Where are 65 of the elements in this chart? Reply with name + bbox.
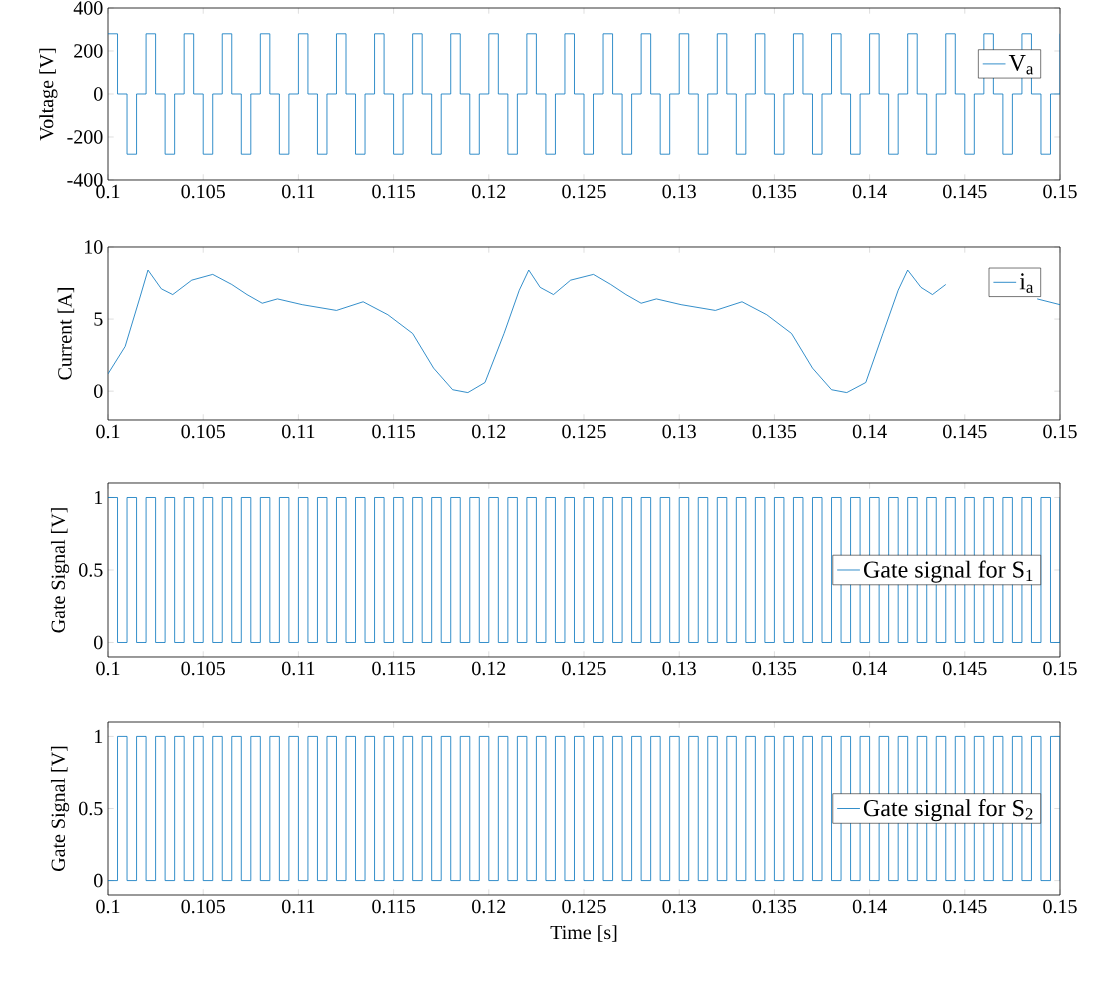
x-tick-label: 0.15: [1043, 899, 1077, 914]
x-tick-label: 0.115: [372, 661, 415, 676]
x-tick-label: 0.1: [96, 661, 120, 676]
x-tick-label: 0.15: [1043, 661, 1077, 676]
x-tick-label: 0.15: [1043, 184, 1077, 199]
x-tick-label: 0.115: [372, 184, 415, 199]
x-tick-label: 0.125: [562, 184, 606, 199]
x-tick-label: 0.145: [943, 661, 987, 676]
x-tick-label: 0.14: [852, 661, 887, 676]
x-tick-label: 0.135: [752, 424, 797, 439]
y-tick-label: 10: [85, 240, 103, 254]
x-tick-label: 0.13: [662, 661, 696, 676]
legend-label: Gate signal for S$_{1}$: [863, 560, 1033, 583]
x-tick-label: 0.11: [282, 899, 315, 914]
x-axis-title: Time [s]: [550, 925, 617, 942]
y-tick-label: -200: [67, 130, 103, 144]
x-tick-label: 0.105: [181, 424, 225, 439]
x-tick-label: 0.14: [852, 184, 887, 199]
y-tick-label: 400: [73, 1, 103, 15]
y-tick-label: 0.5: [79, 563, 103, 577]
x-tick-label: 0.105: [181, 661, 225, 676]
x-tick-label: 0.13: [662, 899, 696, 914]
legend-label: V$_{a}$: [1008, 55, 1034, 75]
x-tick-label: 0.11: [282, 184, 315, 199]
y-tick-label: 0: [94, 87, 103, 101]
x-tick-label: 0.135: [752, 661, 797, 676]
y-tick-label: 0: [94, 635, 103, 650]
x-tick-label: 0.125: [562, 899, 606, 914]
y-axis-title: Gate Signal [V]: [50, 508, 70, 633]
y-tick-label: 0: [94, 384, 103, 398]
y-tick-label: 200: [74, 44, 103, 58]
x-tick-label: 0.115: [372, 899, 415, 914]
y-tick-label: 0: [94, 873, 103, 888]
x-tick-label: 0.12: [472, 184, 506, 199]
x-tick-label: 0.11: [282, 661, 315, 676]
x-tick-label: 0.12: [472, 661, 506, 676]
x-tick-label: 0.13: [662, 424, 696, 439]
x-tick-label: 0.1: [96, 899, 120, 914]
x-tick-label: 0.14: [852, 424, 887, 439]
y-tick-label: 0.5: [79, 801, 103, 816]
y-axis-title: Voltage [V]: [39, 48, 58, 141]
x-tick-label: 0.105: [181, 899, 225, 914]
x-tick-label: 0.11: [282, 424, 315, 439]
x-tick-label: 0.14: [852, 899, 887, 914]
y-tick-label: 1: [95, 490, 103, 505]
x-tick-label: 0.135: [752, 184, 797, 199]
y-tick-label: 5: [94, 312, 103, 326]
x-tick-label: 0.12: [472, 899, 506, 914]
legend-label: i$_{a}$: [1019, 273, 1034, 293]
x-tick-label: 0.12: [472, 424, 506, 439]
x-tick-label: 0.135: [752, 899, 797, 914]
y-tick-label: 1: [95, 729, 103, 744]
x-tick-label: 0.13: [662, 184, 696, 199]
y-axis-title: Gate Signal [V]: [50, 746, 70, 871]
y-axis-title: Current [A]: [57, 288, 75, 380]
x-tick-label: 0.15: [1043, 424, 1077, 439]
legend-label: Gate signal for S$_{2}$: [863, 799, 1033, 822]
x-tick-label: 0.125: [562, 424, 606, 439]
x-tick-label: 0.115: [372, 424, 415, 439]
x-tick-label: 0.145: [943, 424, 987, 439]
x-tick-label: 0.145: [943, 184, 987, 199]
x-tick-label: 0.125: [562, 661, 606, 676]
x-tick-label: 0.145: [943, 899, 987, 914]
x-tick-label: 0.1: [96, 424, 120, 439]
x-tick-label: 0.105: [181, 184, 225, 199]
